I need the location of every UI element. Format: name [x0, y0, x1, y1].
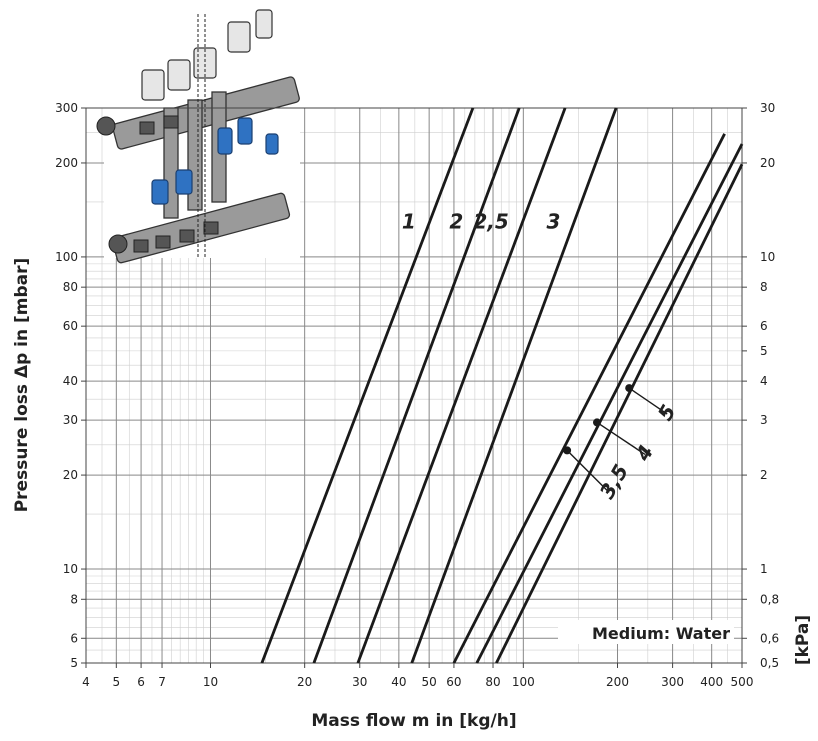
- curve-markers: 3,545: [563, 384, 681, 503]
- marker-leader: [566, 449, 610, 493]
- y-tick-label-right: 0,5: [760, 656, 779, 670]
- x-tick-label: 4: [82, 675, 90, 689]
- y-tick-label-left: 20: [63, 468, 78, 482]
- y-tick-label-right: 10: [760, 250, 775, 264]
- x-tick-label: 300: [661, 675, 684, 689]
- curve-1: [260, 107, 475, 664]
- y-tick-label-right: 4: [760, 374, 768, 388]
- x-tick-label: 6: [137, 675, 145, 689]
- marker-label-3-5: 3,5: [595, 460, 634, 503]
- y-tick-label-right: 6: [760, 319, 768, 333]
- marker-dot: [625, 384, 634, 393]
- y-tick-label-left: 30: [63, 413, 78, 427]
- x-tick-label: 100: [512, 675, 535, 689]
- x-tick-label: 400: [700, 675, 723, 689]
- marker-dot: [563, 446, 572, 455]
- y-tick-label-left: 60: [63, 319, 78, 333]
- y-tick-label-left: 80: [63, 280, 78, 294]
- y-axis-right-ticks: 0,5 0,6 0,8 1 2 3 4 5 6 8 10 20 30: [742, 101, 779, 670]
- y-tick-label-right: 30: [760, 101, 775, 115]
- y-axis-left-ticks: 5 6 8 10 20 30 40 60 80 100 200 300: [55, 101, 86, 670]
- x-tick-label: 200: [606, 675, 629, 689]
- y-tick-label-left: 200: [55, 156, 78, 170]
- curve-5: [495, 163, 744, 664]
- curve-4: [475, 143, 744, 664]
- y-tick-label-left: 8: [70, 592, 78, 606]
- y-tick-label-right: 3: [760, 413, 768, 427]
- y-tick-label-left: 40: [63, 374, 78, 388]
- y-tick-label-right: 20: [760, 156, 775, 170]
- y-axis-right-title: [kPa]: [793, 615, 813, 665]
- x-tick-label: 500: [731, 675, 754, 689]
- marker-dot: [593, 418, 602, 427]
- x-tick-label: 10: [203, 675, 218, 689]
- x-tick-label: 50: [422, 675, 437, 689]
- y-axis-left-title: Pressure loss Δp in [mbar]: [12, 258, 32, 513]
- marker-leader: [596, 421, 646, 455]
- curve-3-5: [452, 133, 726, 664]
- x-tick-label: 40: [391, 675, 406, 689]
- marker-label-5: 5: [653, 401, 681, 425]
- curve-label-2: 2: [449, 210, 463, 234]
- curve-2-5: [356, 107, 567, 664]
- x-axis-ticks: 4 5 6 7 10 20 30 40 50 60 80 100 200 300 400 500: [82, 663, 753, 689]
- x-tick-label: 80: [485, 675, 500, 689]
- x-axis-title: Mass flow m in [kg/h]: [311, 711, 516, 731]
- y-tick-label-left: 6: [70, 631, 78, 645]
- plot-frame: [85, 107, 743, 664]
- y-tick-label-right: 1: [760, 562, 768, 576]
- medium-annotation: Medium: Water: [592, 624, 730, 643]
- x-tick-label: 7: [158, 675, 166, 689]
- manifold-illustration: [96, 8, 300, 264]
- x-tick-label: 5: [112, 675, 120, 689]
- x-tick-label: 20: [297, 675, 312, 689]
- curve-2: [312, 107, 521, 664]
- y-tick-label-right: 0,8: [760, 592, 779, 606]
- y-tick-label-right: 8: [760, 280, 768, 294]
- y-tick-label-right: 2: [760, 468, 768, 482]
- curve-label-1: 1: [402, 210, 416, 234]
- y-tick-label-left: 100: [55, 250, 78, 264]
- x-tick-label: 30: [352, 675, 367, 689]
- curves: [260, 107, 744, 664]
- annotation-background: [558, 620, 734, 644]
- y-tick-label-left: 5: [70, 656, 78, 670]
- y-tick-label-right: 0,6: [760, 631, 779, 645]
- curve-label-3: 3: [547, 210, 561, 234]
- curve-label-2-5: 2,5: [473, 210, 508, 234]
- marker-leader: [628, 387, 668, 415]
- x-tick-label: 60: [446, 675, 461, 689]
- curve-3: [410, 107, 618, 664]
- curve-labels: 1 2 2,5 3: [402, 210, 561, 234]
- y-tick-label-left: 10: [63, 562, 78, 576]
- y-tick-label-right: 5: [760, 344, 768, 358]
- y-tick-label-left: 300: [55, 101, 78, 115]
